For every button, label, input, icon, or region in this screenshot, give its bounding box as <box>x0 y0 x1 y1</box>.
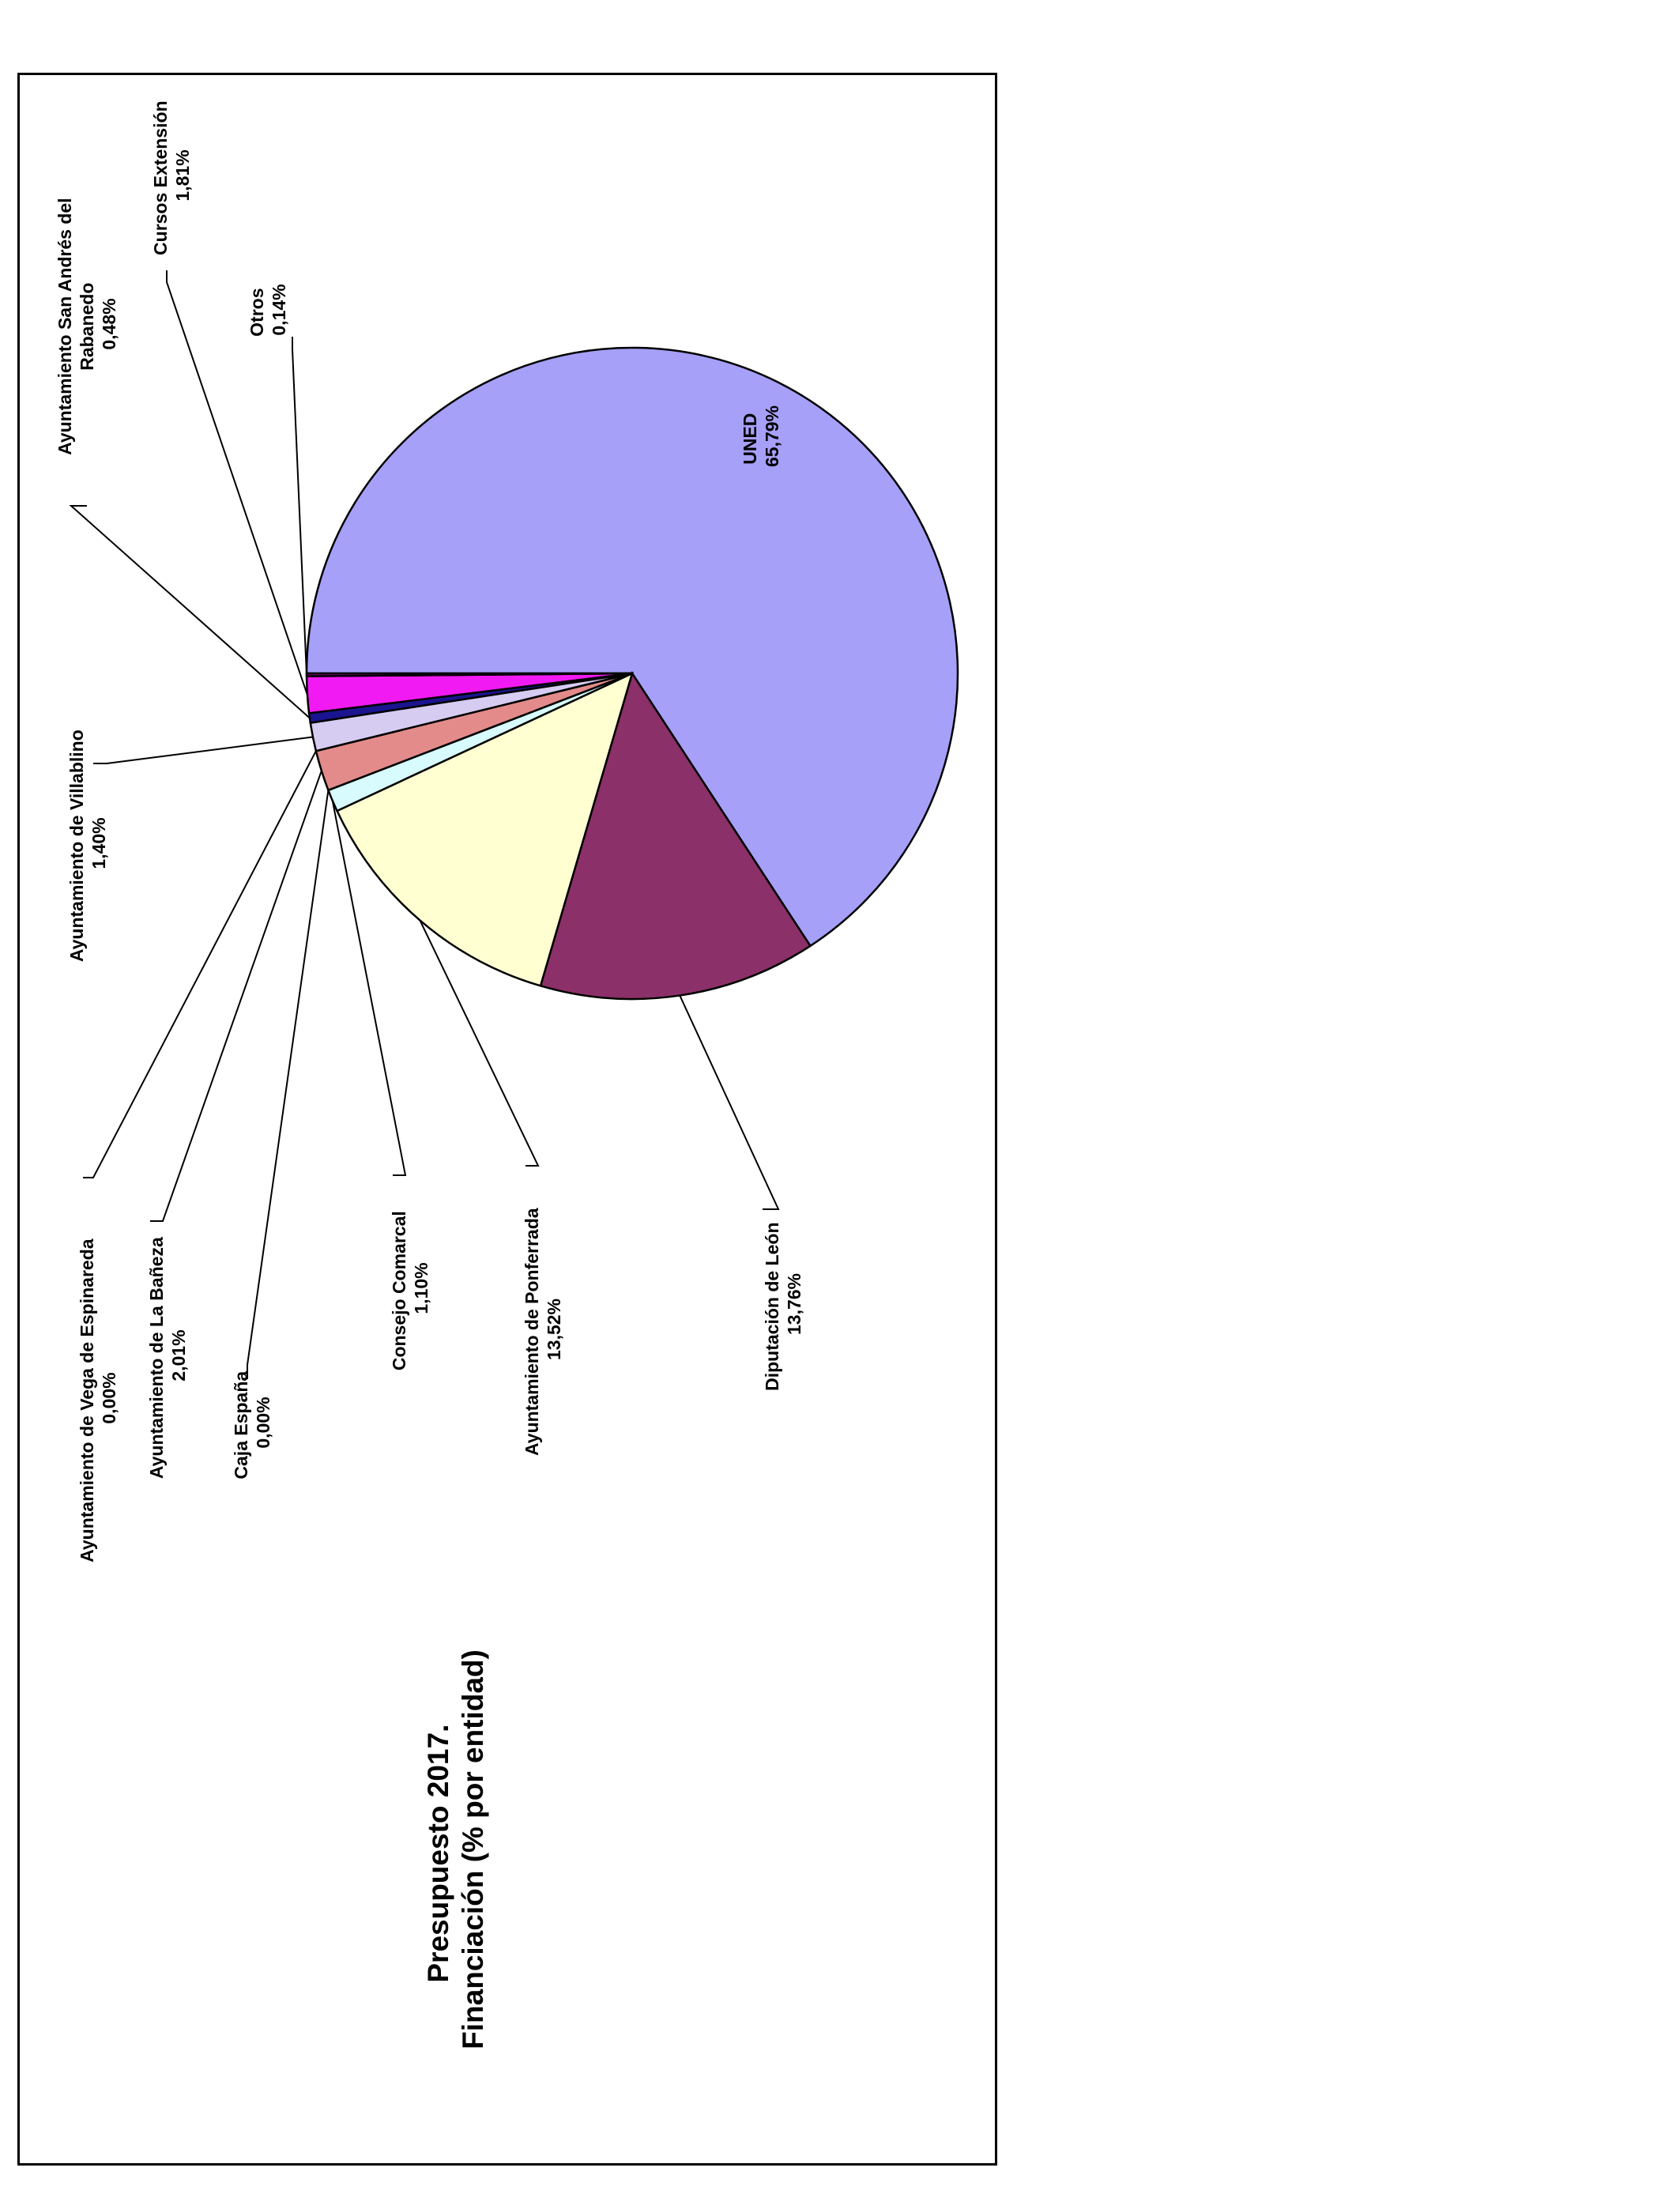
chart-title: Presupuesto 2017. Financiación (% por en… <box>422 1649 489 2049</box>
label-uned: UNED 65,79% <box>740 405 782 467</box>
label-cursos-extension-name: Cursos Extensión <box>150 100 171 255</box>
label-ayto-la-baneza-value: 2,01% <box>168 1329 189 1381</box>
leader-line-6 <box>83 750 317 1178</box>
label-ayto-la-baneza-name: Ayuntamiento de La Bañeza <box>146 1237 167 1479</box>
label-ayto-ponferrada-name: Ayuntamiento de Ponferrada <box>522 1208 542 1456</box>
label-consejo-comarcal-value: 1,10% <box>411 1262 431 1314</box>
leader-line-1 <box>679 995 780 1210</box>
leader-line-10 <box>292 337 308 675</box>
leader-line-9 <box>166 270 308 696</box>
chart-title-line1: Presupuesto 2017. <box>422 1725 454 1983</box>
label-ayto-la-baneza: Ayuntamiento de La Bañeza 2,01% <box>146 1232 189 1479</box>
leader-line-3 <box>331 800 407 1176</box>
label-uned-value: 65,79% <box>762 405 782 467</box>
chart-title-line2: Financiación (% por entidad) <box>457 1649 489 2049</box>
label-ayto-villablino: Ayuntamiento de Villablino 1,40% <box>66 725 109 962</box>
label-ayto-san-andres-name2: Rabanedo <box>77 283 97 371</box>
label-ayto-san-andres-name: Ayuntamiento San Andrés del <box>55 198 75 454</box>
label-otros: Otros 0,14% <box>247 283 289 337</box>
label-uned-name: UNED <box>740 413 760 465</box>
label-caja-espana: Caja España 0,00% <box>231 1366 273 1479</box>
label-cursos-extension-value: 1,81% <box>172 149 193 201</box>
label-ayto-san-andres-value: 0,48% <box>99 298 119 349</box>
pie-slice-2 <box>335 671 634 987</box>
label-ayto-vega-espinareda: Ayuntamiento de Vega de Espinareda 0,00% <box>77 1234 119 1563</box>
leader-lines <box>69 270 780 1379</box>
label-ayto-san-andres: Ayuntamiento San Andrés del Rabanedo 0,4… <box>55 193 119 455</box>
leader-line-5 <box>150 770 322 1222</box>
leader-line-7 <box>93 736 314 764</box>
label-diputacion-leon-name: Diputación de León <box>762 1223 782 1391</box>
leader-line-8 <box>69 505 311 719</box>
label-caja-espana-value: 0,00% <box>253 1397 273 1448</box>
label-consejo-comarcal: Consejo Comarcal 1,10% <box>389 1206 431 1370</box>
label-caja-espana-name: Caja España <box>231 1371 251 1480</box>
label-ayto-ponferrada-value: 13,52% <box>544 1299 564 1360</box>
label-ayto-ponferrada: Ayuntamiento de Ponferrada 13,52% <box>522 1203 564 1456</box>
label-otros-name: Otros <box>247 288 267 337</box>
label-ayto-villablino-name: Ayuntamiento de Villablino <box>66 729 87 962</box>
pie-slice-0 <box>305 346 959 948</box>
label-diputacion-leon: Diputación de León 13,76% <box>762 1217 804 1391</box>
label-otros-value: 0,14% <box>269 284 289 335</box>
leader-line-2 <box>419 919 540 1167</box>
label-diputacion-leon-value: 13,76% <box>784 1273 804 1335</box>
label-ayto-vega-espinareda-value: 0,00% <box>99 1372 119 1423</box>
leader-line-4 <box>247 790 330 1379</box>
pie-slices <box>305 346 959 1001</box>
label-cursos-extension: Cursos Extensión 1,81% <box>150 96 193 255</box>
chart-frame <box>17 73 997 2166</box>
label-ayto-vega-espinareda-name: Ayuntamiento de Vega de Espinareda <box>77 1238 97 1563</box>
label-consejo-comarcal-name: Consejo Comarcal <box>389 1211 409 1370</box>
label-ayto-villablino-value: 1,40% <box>89 817 109 869</box>
